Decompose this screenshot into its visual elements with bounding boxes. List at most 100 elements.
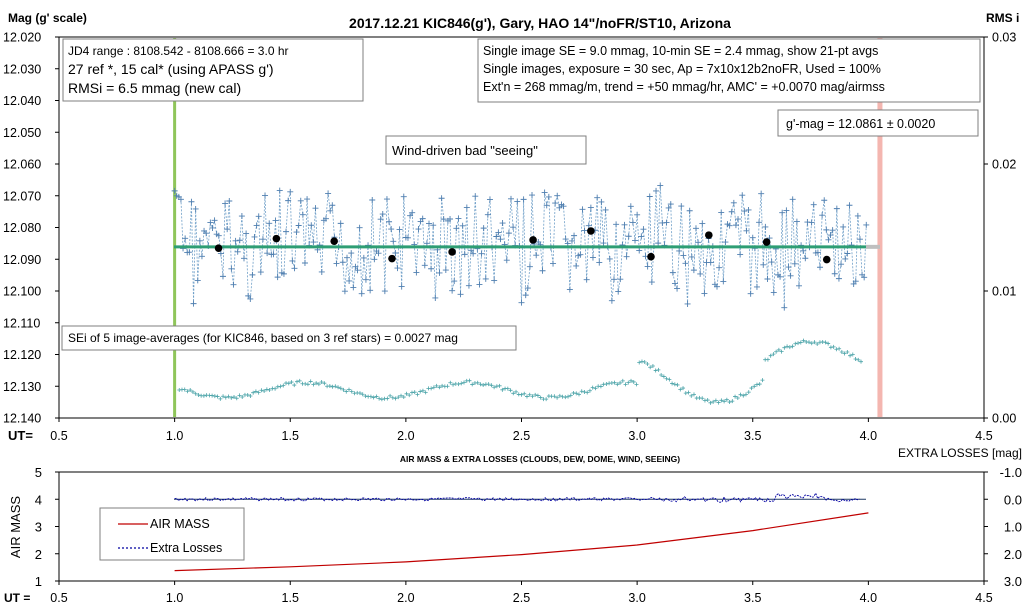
single-image-point: [461, 251, 468, 258]
single-image-point: [413, 269, 420, 276]
single-image-point: [211, 217, 218, 224]
single-image-point: [293, 229, 300, 236]
top-y-axis: 12.020 12.030 12.040 12.050 12.060 12.070 12.0…: [3, 31, 59, 426]
single-image-point: [497, 236, 504, 243]
single-image-point: [663, 219, 670, 226]
single-image-point: [844, 250, 851, 257]
single-image-point: [779, 209, 786, 216]
single-image-point: [499, 220, 506, 227]
rms-point: [637, 360, 642, 365]
single-image-point: [228, 265, 235, 272]
rms-point: [467, 378, 472, 383]
rms-point: [779, 349, 784, 354]
single-image-point: [634, 211, 641, 218]
rms-point: [229, 395, 234, 400]
single-image-point: [442, 267, 449, 274]
single-image-point: [318, 268, 325, 275]
rms-point: [415, 392, 420, 397]
single-image-point: [829, 227, 836, 234]
single-image-point: [421, 262, 428, 269]
rms-point: [653, 368, 658, 373]
rms-point: [574, 391, 579, 396]
single-image-point: [304, 196, 311, 203]
single-image-point: [476, 281, 483, 288]
avg-point: [388, 254, 396, 263]
rms-point: [782, 345, 787, 350]
rms-point: [700, 396, 705, 401]
avg-point: [705, 231, 713, 239]
rms-point: [801, 338, 806, 343]
annotation-gmag: g'-mag = 12.0861 ± 0.0020: [786, 117, 935, 131]
rms-point: [670, 381, 675, 386]
rms-point: [182, 387, 187, 392]
single-image-point: [762, 223, 769, 230]
rms-point: [585, 390, 590, 395]
single-image-point: [579, 206, 586, 213]
single-image-point: [692, 225, 699, 232]
top-y-tick-label: 12.130: [3, 380, 41, 394]
rms-point: [333, 384, 338, 389]
top-x-tick-label: 1.0: [166, 429, 183, 443]
rms-point: [823, 340, 828, 345]
rms-point: [853, 356, 858, 361]
single-image-point: [720, 278, 727, 285]
single-image-point: [346, 277, 353, 284]
rms-point: [360, 392, 365, 397]
bottom-y-tick-label: 5: [35, 465, 42, 480]
rms-point: [667, 377, 672, 382]
single-image-point: [529, 192, 536, 199]
rms-point: [234, 396, 239, 401]
single-image-point: [669, 269, 676, 276]
rms-point: [237, 393, 242, 398]
rms-point: [629, 378, 634, 383]
rms-point: [347, 387, 352, 392]
rms-point: [587, 388, 592, 393]
bottom-y2-tick-label: 3.0: [1004, 574, 1022, 589]
single-image-point: [381, 288, 388, 295]
single-image-point: [598, 198, 605, 205]
single-image-point: [690, 267, 697, 274]
single-image-point: [243, 230, 250, 237]
rms-point: [505, 386, 510, 391]
single-image-point: [283, 228, 290, 235]
single-image-point: [310, 239, 317, 246]
rms-point: [702, 398, 707, 403]
rms-point: [514, 389, 519, 394]
single-image-point: [377, 216, 384, 223]
single-image-point: [539, 267, 546, 274]
single-image-point: [470, 250, 477, 257]
top-x-tick-label: 1.5: [282, 429, 299, 443]
single-image-point: [831, 270, 838, 277]
rms-point: [798, 340, 803, 345]
rms-point: [319, 379, 324, 384]
end-marker-line: [877, 38, 883, 417]
single-image-point: [339, 259, 346, 266]
rms-point: [678, 387, 683, 392]
rms-point: [708, 400, 713, 405]
rms-point: [511, 391, 516, 396]
start-marker-line: [173, 38, 177, 417]
rms-point: [615, 382, 620, 387]
rms-point: [420, 388, 425, 393]
avg-point: [272, 234, 281, 243]
single-image-point: [638, 233, 645, 240]
rms-point: [294, 379, 299, 384]
bottom-x-tick-label: 2.0: [397, 591, 414, 605]
bottom-y-tick-label: 4: [35, 492, 42, 507]
single-image-point: [735, 216, 742, 223]
bottom-y2-tick-label: 2.0: [1004, 547, 1022, 562]
single-image-point: [369, 197, 376, 204]
rms-point: [429, 386, 434, 391]
single-image-point: [732, 222, 739, 229]
single-image-point: [264, 250, 271, 257]
rms-point: [842, 351, 847, 356]
rms-point: [393, 396, 398, 401]
rms-point: [418, 389, 423, 394]
single-image-point: [629, 219, 636, 226]
rms-point: [286, 381, 291, 386]
single-image-point: [400, 193, 407, 200]
rms-point: [218, 396, 223, 401]
single-image-point: [215, 232, 222, 239]
rms-point: [262, 388, 267, 393]
rms-point: [733, 394, 738, 399]
